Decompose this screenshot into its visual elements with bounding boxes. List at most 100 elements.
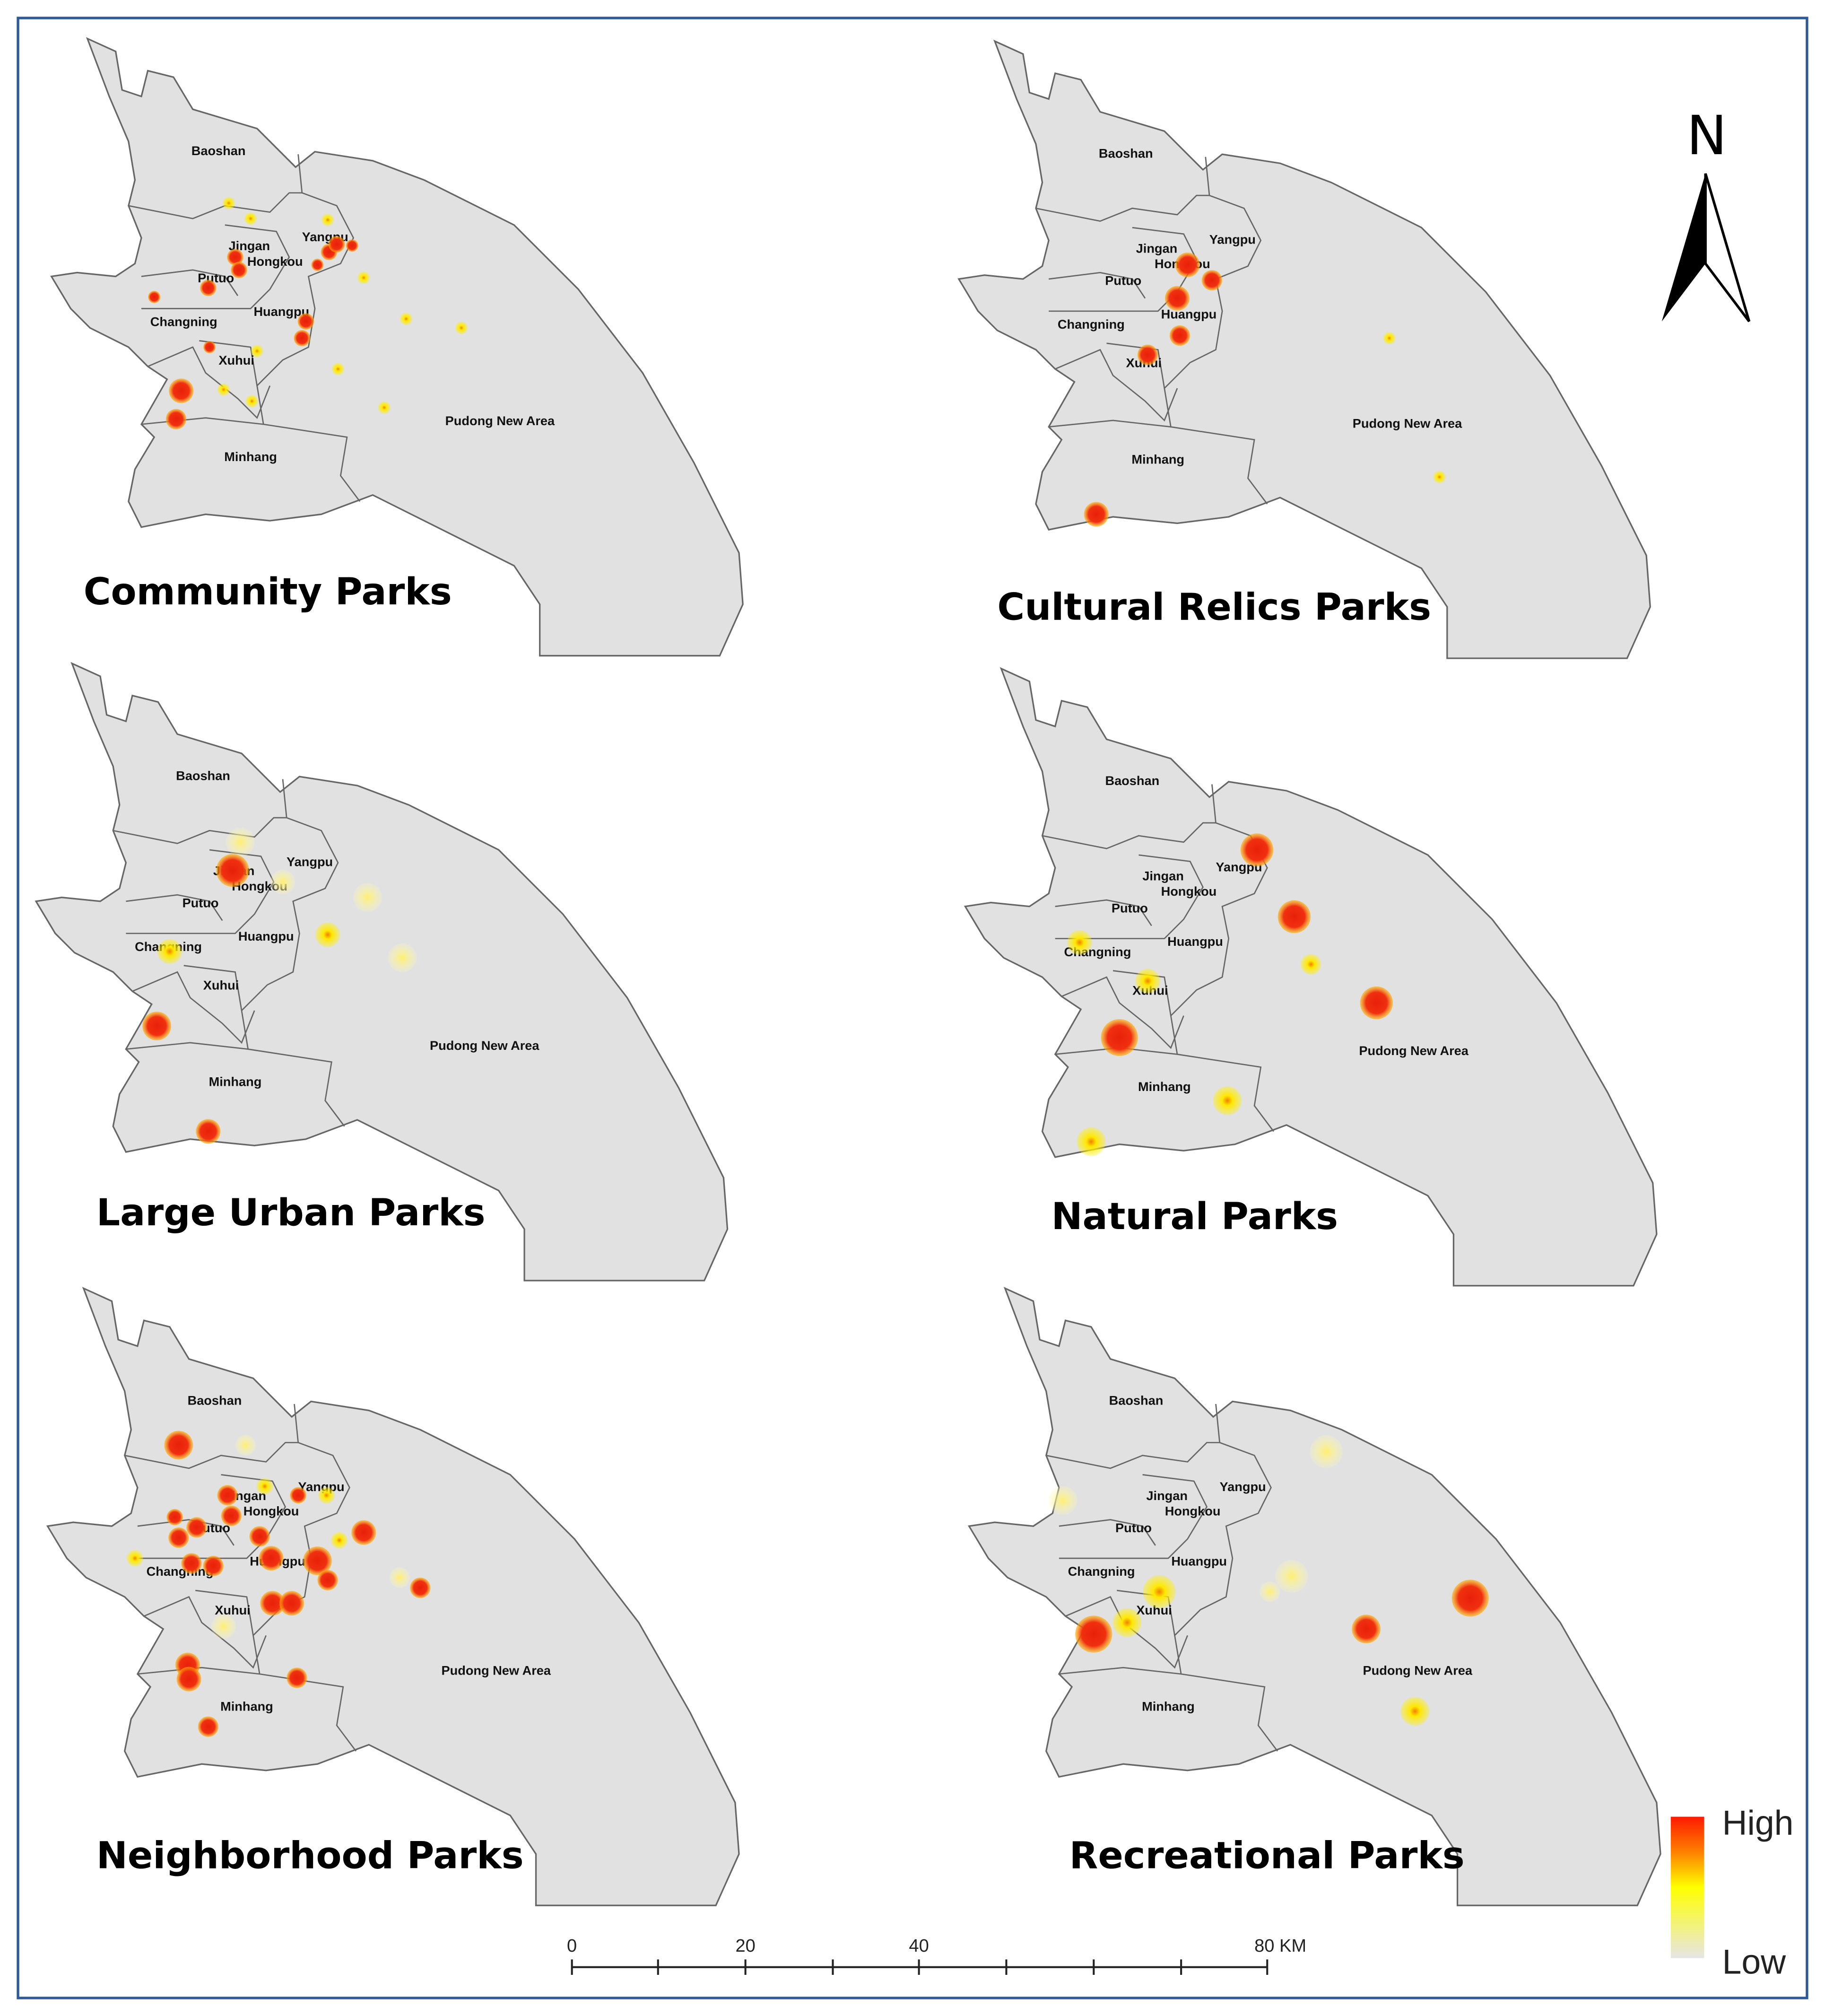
legend-low: Low [1722, 1942, 1787, 1981]
scale-label: 80 KM [1254, 1936, 1306, 1956]
district-label: Changning [150, 314, 217, 329]
hotspot [176, 1667, 201, 1692]
panel-title: Community Parks [84, 570, 452, 613]
hotspot [211, 1614, 236, 1639]
hotspot [1084, 502, 1109, 527]
hotspot [260, 1591, 285, 1616]
scale-label: 0 [567, 1936, 577, 1956]
district-label: Putuo [1105, 273, 1141, 288]
hotspot [303, 1546, 332, 1576]
hotspot [168, 1527, 189, 1548]
district-label: Minhang [1131, 452, 1184, 466]
hotspot [331, 1532, 348, 1549]
district-label: Baoshan [1109, 1393, 1164, 1408]
district-label: Xuhui [218, 353, 254, 367]
hotspot [186, 1517, 207, 1538]
hotspot [328, 236, 345, 253]
district-label: Minhang [220, 1699, 273, 1714]
hotspot [353, 883, 382, 912]
hotspot [346, 239, 358, 252]
district-label: Changning [1068, 1564, 1135, 1579]
hotspot [256, 1478, 273, 1495]
hotspot [1451, 1580, 1489, 1617]
hotspot [216, 854, 249, 887]
hotspot [1137, 344, 1158, 366]
hotspot [1360, 986, 1393, 1020]
hotspot [222, 197, 235, 209]
district-label: Xuhui [203, 977, 239, 992]
district-map [958, 40, 1651, 659]
panel-title: Cultural Relics Parks [997, 585, 1431, 628]
hotspot [1075, 1615, 1112, 1653]
district-map [964, 668, 1658, 1287]
district-label: Minhang [209, 1074, 262, 1089]
hotspot [1077, 1127, 1106, 1156]
hotspot [1101, 1019, 1138, 1056]
hotspot [287, 1667, 307, 1688]
hotspot [165, 409, 187, 430]
legend-high: High [1722, 1804, 1794, 1842]
hotspot [1067, 930, 1092, 955]
hotspot [226, 828, 255, 857]
map-panel: BaoshanJinganHongkouYangpuPutuoChangning… [964, 668, 1658, 1287]
district-label: Huangpu [1161, 306, 1217, 321]
district-label: Hongkou [1165, 1503, 1221, 1518]
district-map [968, 1287, 1661, 1906]
hotspot [294, 330, 311, 347]
district-label: Baoshan [1099, 146, 1153, 160]
map-panel: BaoshanJinganHongkouYangpuPutuoChangning… [958, 40, 1651, 659]
district-label: Putuo [1112, 900, 1148, 915]
hotspot [244, 212, 257, 225]
frame [17, 17, 1808, 1999]
hotspot [203, 341, 216, 354]
hotspot [1143, 1575, 1176, 1608]
hotspot [164, 1431, 193, 1460]
hotspot [231, 262, 248, 279]
district-label: Pudong New Area [445, 413, 555, 428]
district-label: Baoshan [1105, 773, 1159, 788]
district-label: Putuo [1115, 1520, 1152, 1535]
hotspot [1400, 1697, 1430, 1726]
hotspot [389, 1567, 410, 1588]
hotspot [235, 1435, 256, 1456]
hotspot [148, 290, 161, 304]
hotspot [181, 1553, 202, 1574]
hotspot [357, 271, 370, 284]
hotspot [1048, 1486, 1078, 1515]
hotspot [279, 1591, 304, 1616]
district-label: Putuo [182, 895, 219, 910]
district-map [51, 37, 744, 657]
map-panel: BaoshanJinganHongkouYangpuPutuoChangning… [51, 37, 744, 657]
north-arrow: N [1661, 104, 1751, 323]
hotspot [331, 363, 344, 375]
hotspot [1352, 1615, 1381, 1644]
hotspot [198, 1716, 219, 1737]
district-label: Baoshan [191, 143, 246, 158]
district-label: Jingan [1146, 1488, 1188, 1503]
map-panel: BaoshanJinganHongkouYangpuPutuoChangning… [46, 1287, 740, 1906]
district-label: Pudong New Area [442, 1663, 551, 1678]
hotspot [1135, 969, 1160, 994]
panel-title: Recreational Parks [1069, 1833, 1465, 1877]
hotspot [196, 1119, 221, 1144]
hotspot [1175, 252, 1200, 278]
district-label: Huangpu [238, 929, 294, 943]
hotspot [455, 322, 468, 334]
hotspot [221, 1505, 242, 1527]
district-label: Yangpu [1220, 1479, 1266, 1494]
hotspot [227, 249, 243, 266]
hotspot [315, 922, 340, 947]
hotspot [270, 869, 295, 895]
hotspot [166, 1509, 183, 1526]
legend: High Low [1670, 1804, 1794, 1981]
panel-title: Large Urban Parks [96, 1191, 486, 1234]
district-label: Changning [147, 1564, 214, 1579]
hotspot [217, 1485, 238, 1506]
district-map [46, 1287, 740, 1906]
hotspot [251, 345, 263, 358]
hotspot [127, 1550, 143, 1567]
scale-label: 40 [909, 1936, 929, 1956]
district-label: Pudong New Area [1363, 1663, 1473, 1678]
north-label: N [1686, 104, 1727, 167]
